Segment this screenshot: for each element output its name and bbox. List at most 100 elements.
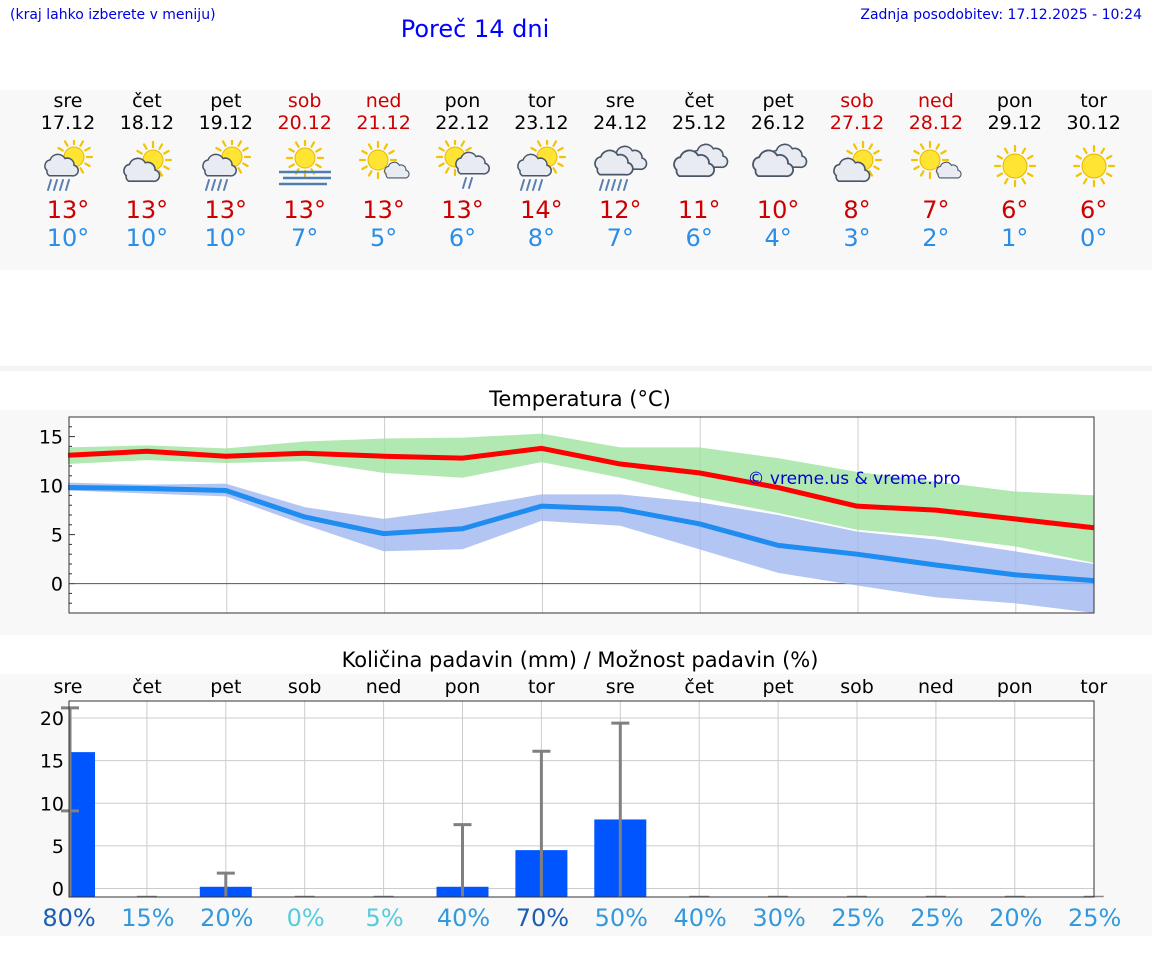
day-date: 29.12 [987, 112, 1042, 134]
precip-probability: 30% [752, 904, 805, 932]
temp-max: 13° [125, 196, 169, 224]
temp-min: 2° [922, 224, 950, 252]
day-column: tor 30.12 6° 0° [1054, 90, 1134, 252]
day-date: 23.12 [514, 112, 569, 134]
day-column: ned 21.12 13° 5° [344, 90, 424, 252]
day-name: čet [684, 90, 714, 112]
sun-icon [993, 144, 1036, 188]
y-tick-label: 10 [39, 476, 63, 498]
location-hint: (kraj lahko izberete v meniju) [10, 7, 216, 23]
sun-fog-icon [278, 140, 331, 186]
x-tick-label: sre [606, 676, 635, 698]
day-name: sre [605, 90, 635, 112]
temp-max: 13° [362, 196, 405, 224]
plot-border [68, 700, 1095, 898]
temp-min: 6° [685, 224, 713, 252]
day-name: sob [840, 90, 874, 112]
day-column: sob 27.12 8° 3° [817, 90, 897, 252]
x-tick-label: čet [684, 676, 714, 698]
sun-small-cloud-icon [358, 140, 410, 180]
day-column: čet 25.12 11° 6° [659, 90, 739, 252]
temp-min: 6° [448, 224, 477, 252]
watermark: © vreme.us & vreme.pro [747, 469, 960, 489]
day-name: pon [444, 90, 481, 112]
day-date: 22.12 [435, 112, 490, 134]
x-tick-label: sob [840, 676, 874, 698]
precip-probability: 25% [831, 904, 884, 932]
temp-max: 13° [204, 196, 248, 224]
temp-min: 10° [204, 224, 248, 252]
y-tick-label: 0 [51, 574, 63, 596]
y-tick-label: 10 [40, 793, 64, 815]
day-column: sre 24.12 12° 7° [580, 90, 660, 252]
temp-min: 7° [606, 224, 634, 252]
day-date: 30.12 [1066, 112, 1121, 134]
day-name: ned [917, 90, 954, 112]
cloud-icon [752, 143, 808, 178]
temp-max: 6° [1080, 196, 1108, 224]
precip-probability: 40% [437, 904, 490, 932]
day-column: pet 19.12 13° 10° [186, 90, 266, 252]
y-tick-label: 5 [52, 836, 64, 858]
forecast-strip [0, 90, 1152, 270]
temperature-chart-title: Temperatura (°C) [489, 387, 671, 411]
precip-probability: 25% [910, 904, 963, 932]
y-tick-label: 15 [39, 427, 63, 449]
day-name: ned [365, 90, 402, 112]
x-tick-label: pet [762, 676, 793, 698]
temp-max: 13° [46, 196, 90, 224]
precip-probability: 80% [42, 904, 95, 932]
day-date: 24.12 [593, 112, 648, 134]
y-tick-label: 0 [52, 878, 64, 900]
day-column: pon 22.12 13° 6° [423, 90, 503, 252]
x-tick-label: čet [132, 676, 162, 698]
day-date: 18.12 [119, 112, 175, 134]
day-column: čet 18.12 13° 10° [107, 90, 187, 252]
day-name: pet [210, 90, 242, 112]
sun-cloud-rain-icon [517, 140, 567, 191]
day-date: 21.12 [356, 112, 411, 134]
x-tick-label: sre [54, 676, 83, 698]
temp-min: 0° [1080, 224, 1108, 252]
precip-probability: 15% [121, 904, 174, 932]
sun-cloud-rain-icon [44, 140, 94, 191]
temp-min: 3° [843, 224, 871, 252]
day-date: 25.12 [671, 112, 727, 134]
x-tick-label: pet [210, 676, 241, 698]
day-column: ned 28.12 7° 2° [896, 90, 976, 252]
temperature-chart: 0 5 10 15 © vreme.us & vreme.pro [39, 416, 1095, 614]
precip-probability: 20% [200, 904, 253, 932]
last-updated: Zadnja posodobitev: 17.12.2025 - 10:24 [860, 7, 1142, 23]
temp-min: 8° [527, 224, 556, 252]
temp-min: 1° [1001, 224, 1029, 252]
precipitation-chart-title: Količina padavin (mm) / Možnost padavin … [341, 648, 819, 672]
x-tick-label: tor [1080, 676, 1107, 698]
temp-max: 10° [756, 196, 800, 224]
y-tick-label: 15 [40, 751, 64, 773]
day-name: pet [762, 90, 794, 112]
cloud-rain-icon [594, 145, 648, 191]
x-tick-label: ned [366, 676, 402, 698]
day-column: tor 23.12 14° 8° [501, 90, 581, 252]
sun-cloud-icon [123, 140, 172, 183]
plot-area [69, 701, 1094, 897]
precip-probability: 25% [1068, 904, 1121, 932]
temp-max: 6° [1001, 196, 1029, 224]
precip-probability: 20% [989, 904, 1042, 932]
x-tick-label: sob [288, 676, 322, 698]
cloud-icon [673, 143, 729, 178]
day-column: sob 20.12 13° 7° [265, 90, 345, 252]
temp-min: 5° [369, 224, 398, 252]
day-date: 19.12 [198, 112, 253, 134]
temp-max: 14° [520, 196, 563, 224]
day-date: 17.12 [40, 112, 96, 134]
precip-probability: 70% [516, 904, 569, 932]
precip-probability: 0% [287, 904, 325, 932]
max-temp-line [67, 445, 1095, 531]
x-tick-label: pon [445, 676, 481, 698]
precipitation-chart: 0 5 10 15 20 sre čet pet sob ned pon tor sre čet pet so… [40, 676, 1122, 932]
day-name: tor [1080, 90, 1108, 112]
temp-max: 8° [843, 196, 871, 224]
x-tick-label: ned [918, 676, 954, 698]
page-title: Poreč 14 dni [400, 15, 550, 43]
